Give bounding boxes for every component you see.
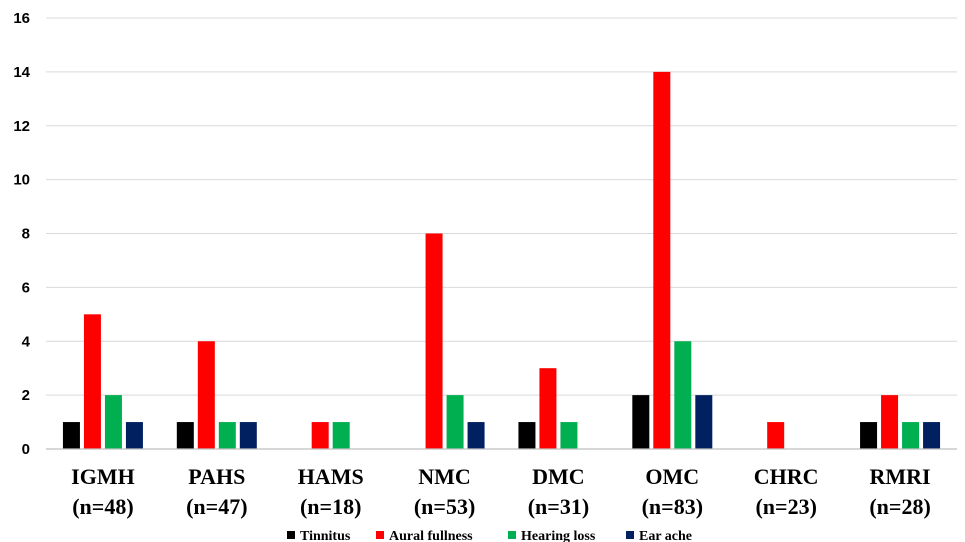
bar-ear-ache: [923, 422, 941, 449]
gridlines: [46, 17, 957, 396]
bar-hearing-loss: [446, 395, 464, 449]
bar-ear-ache: [467, 422, 485, 449]
x-category-count: (n=53): [414, 494, 475, 519]
bar-aural-fullness: [311, 422, 329, 449]
bar-aural-fullness: [539, 368, 557, 449]
x-category-label: RMRI: [870, 464, 931, 489]
y-tick-label: 2: [22, 387, 30, 404]
x-category-label: IGMH: [71, 464, 135, 489]
legend-label: Ear ache: [639, 529, 692, 542]
bars: [62, 71, 941, 449]
bar-hearing-loss: [332, 422, 350, 449]
x-category-label: PAHS: [188, 464, 245, 489]
bar-ear-ache: [239, 422, 257, 449]
legend-swatch: [376, 531, 384, 539]
legend-swatch: [508, 531, 516, 539]
bar-aural-fullness: [197, 341, 215, 449]
x-category-count: (n=31): [528, 494, 589, 519]
bar-tinnitus: [176, 422, 194, 449]
legend-label: Aural fullness: [389, 529, 473, 542]
x-category-label: CHRC: [754, 464, 819, 489]
bar-aural-fullness: [653, 71, 671, 449]
x-category-count: (n=47): [186, 494, 247, 519]
x-category-count: (n=23): [755, 494, 816, 519]
bar-hearing-loss: [560, 422, 578, 449]
x-axis-categories: IGMH (n=48) PAHS (n=47) HAMS (n=18) NMC (n=53) D…: [71, 464, 931, 519]
legend: Tinnitus Aural fullness Hearing loss Ear ac…: [287, 529, 692, 542]
bar-hearing-loss: [104, 395, 122, 449]
bar-aural-fullness: [767, 422, 785, 449]
y-axis-ticks: 0 2 4 6 8 10 12 14 16: [13, 10, 30, 458]
y-tick-label: 6: [22, 279, 30, 296]
y-tick-label: 10: [13, 172, 30, 189]
x-category-count: (n=28): [869, 494, 930, 519]
bar-ear-ache: [125, 422, 143, 449]
x-category-count: (n=18): [300, 494, 361, 519]
bar-hearing-loss: [218, 422, 236, 449]
bar-ear-ache: [695, 395, 713, 449]
x-category-label: OMC: [645, 464, 699, 489]
y-tick-label: 0: [22, 441, 30, 458]
bar-tinnitus: [518, 422, 536, 449]
y-tick-label: 8: [22, 226, 30, 243]
y-tick-label: 12: [13, 118, 30, 135]
legend-label: Tinnitus: [300, 529, 351, 542]
legend-label: Hearing loss: [521, 529, 596, 542]
bar-aural-fullness: [425, 233, 443, 449]
x-category-label: HAMS: [298, 464, 364, 489]
legend-swatch: [287, 531, 295, 539]
bar-hearing-loss: [902, 422, 920, 449]
bar-hearing-loss: [674, 341, 692, 449]
y-tick-label: 14: [13, 64, 30, 81]
x-category-count: (n=48): [72, 494, 133, 519]
bar-tinnitus: [62, 422, 80, 449]
legend-swatch: [626, 531, 634, 539]
y-tick-label: 16: [13, 10, 30, 27]
x-category-count: (n=83): [642, 494, 703, 519]
bar-tinnitus: [632, 395, 650, 449]
bar-aural-fullness: [83, 314, 101, 449]
x-category-label: DMC: [532, 464, 585, 489]
y-tick-label: 4: [22, 333, 31, 350]
x-category-label: NMC: [418, 464, 471, 489]
bar-tinnitus: [860, 422, 878, 449]
bar-aural-fullness: [881, 395, 899, 449]
